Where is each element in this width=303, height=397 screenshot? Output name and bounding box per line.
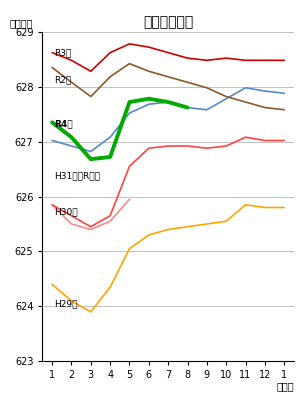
Text: R2年: R2年: [54, 75, 71, 85]
Text: （万人）: （万人）: [10, 19, 33, 29]
Text: H30年: H30年: [54, 207, 78, 216]
Text: H29年: H29年: [54, 299, 78, 308]
Text: R4年: R4年: [54, 119, 73, 129]
Text: R3年: R3年: [54, 48, 72, 57]
Title: 月別人口推移: 月別人口推移: [143, 15, 193, 29]
Text: （月）: （月）: [276, 381, 294, 391]
Text: H31年・R元年: H31年・R元年: [54, 171, 100, 180]
